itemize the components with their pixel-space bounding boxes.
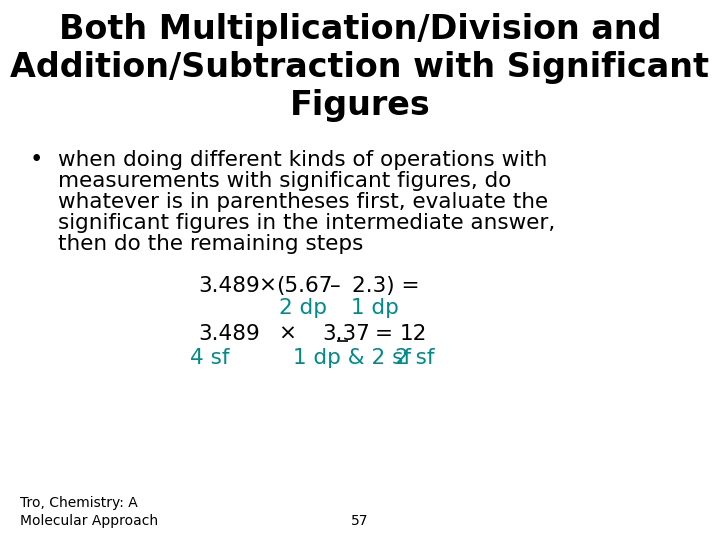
Text: when doing different kinds of operations with: when doing different kinds of operations… — [58, 150, 547, 170]
Text: =: = — [375, 324, 393, 344]
Text: Tro, Chemistry: A
Molecular Approach: Tro, Chemistry: A Molecular Approach — [20, 496, 158, 528]
Text: 2 dp: 2 dp — [279, 298, 327, 318]
Text: whatever is in parentheses first, evaluate the: whatever is in parentheses first, evalua… — [58, 192, 548, 212]
Text: Addition/Subtraction with Significant: Addition/Subtraction with Significant — [11, 51, 709, 84]
Text: 3.489: 3.489 — [198, 276, 260, 296]
Text: Figures: Figures — [289, 89, 431, 122]
Text: ×: × — [258, 276, 276, 296]
Text: significant figures in the intermediate answer,: significant figures in the intermediate … — [58, 213, 555, 233]
Text: 2 sf: 2 sf — [395, 348, 435, 368]
Text: 1 dp: 1 dp — [351, 298, 399, 318]
Text: –: – — [330, 276, 341, 296]
Text: ×: × — [278, 324, 296, 344]
Text: then do the remaining steps: then do the remaining steps — [58, 234, 364, 254]
Text: 57: 57 — [351, 514, 369, 528]
Text: measurements with significant figures, do: measurements with significant figures, d… — [58, 171, 511, 191]
Text: 12: 12 — [400, 324, 428, 344]
Text: 4 sf: 4 sf — [190, 348, 230, 368]
Text: 1 dp & 2 sf: 1 dp & 2 sf — [293, 348, 411, 368]
Text: (5.67: (5.67 — [276, 276, 333, 296]
Text: •: • — [30, 148, 43, 171]
Text: 2.3) =: 2.3) = — [352, 276, 420, 296]
Text: 3.37: 3.37 — [322, 324, 370, 344]
Text: Both Multiplication/Division and: Both Multiplication/Division and — [59, 13, 661, 46]
Text: 3.489: 3.489 — [198, 324, 260, 344]
